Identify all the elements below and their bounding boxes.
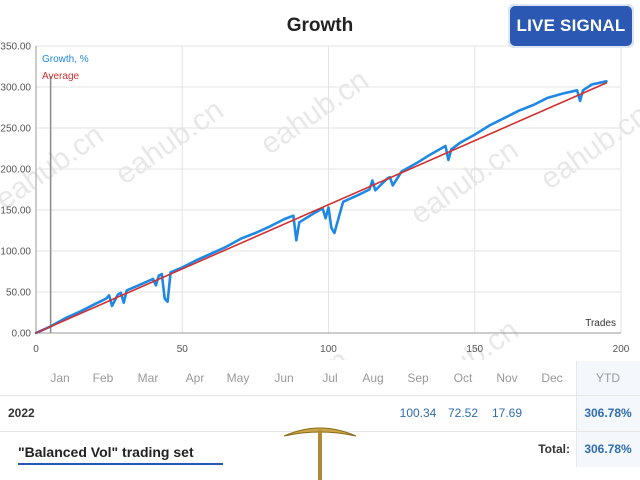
y-tick-label: 300.00 <box>0 83 31 94</box>
x-tick-label: 200 <box>613 344 630 355</box>
month-header-aug: Aug <box>362 371 384 385</box>
table-header-row: Jan Feb Mar Apr May Jun Jul Aug Sep Oct Nov Dec YTD <box>0 361 640 396</box>
x-tick-label: 150 <box>466 344 483 355</box>
month-header-jun: Jun <box>274 371 294 385</box>
live-signal-badge[interactable]: LIVE SIGNAL <box>508 4 634 48</box>
month-header-mar: Mar <box>137 371 159 385</box>
year-label: 2022 <box>8 406 35 420</box>
ytd-column <box>576 361 640 467</box>
ytd-value: 306.78% <box>584 406 632 420</box>
series-layer <box>34 80 608 335</box>
total-label: Total: <box>538 442 570 456</box>
watermark-text: eahub.cn <box>110 93 230 191</box>
month-header-may: May <box>226 371 250 385</box>
table-total-row: Total: 306.78% <box>0 431 640 467</box>
y-tick-label: 250.00 <box>0 124 31 135</box>
pickaxe-icon <box>283 427 357 480</box>
ytd-header: YTD <box>596 371 620 385</box>
month-value-feb <box>82 395 124 431</box>
month-value-apr <box>174 395 216 431</box>
monthly-returns-table: Jan Feb Mar Apr May Jun Jul Aug Sep Oct Nov Dec YTD … <box>0 361 640 480</box>
month-header-dec: Dec <box>541 371 563 385</box>
watermark-text: eahub.cn <box>255 63 375 161</box>
month-header-feb: Feb <box>92 371 114 385</box>
watermark-text: eahub.cn <box>535 98 640 196</box>
y-tick-label: 100.00 <box>0 247 31 258</box>
watermark-text: eahub.cn <box>405 133 525 231</box>
legend-growth: Growth, % <box>42 54 89 65</box>
month-value-jan <box>39 395 81 431</box>
x-axis-label: Trades <box>585 318 616 329</box>
month-value-nov: 17.69 <box>491 406 523 420</box>
y-tick-label: 0.00 <box>12 329 32 340</box>
month-header-nov: Nov <box>496 371 518 385</box>
month-header-jul: Jul <box>322 371 338 385</box>
month-header-jan: Jan <box>50 371 70 385</box>
month-value-dec <box>531 395 573 431</box>
month-value-may <box>217 395 259 431</box>
x-tick-label: 0 <box>33 344 39 355</box>
legend-average: Average <box>42 71 80 82</box>
x-tick-label: 50 <box>177 344 189 355</box>
total-value: 306.78% <box>584 442 632 456</box>
month-value-mar <box>127 395 169 431</box>
y-tick-label: 150.00 <box>0 206 31 217</box>
watermark-text: eahub.cn <box>405 313 525 360</box>
grid-lines <box>35 45 622 334</box>
month-value-oct: 72.52 <box>447 406 479 420</box>
caption-underline <box>18 463 223 465</box>
month-header-sep: Sep <box>407 371 429 385</box>
y-tick-label: 200.00 <box>0 165 31 176</box>
axes: 0.00 50.00 100.00 150.00 200.00 250.00 300.00 3… <box>0 42 629 356</box>
y-tick-label: 350.00 <box>0 42 31 53</box>
growth-series-line <box>34 80 608 335</box>
month-value-sep: 100.34 <box>399 406 437 420</box>
month-header-apr: Apr <box>185 371 205 385</box>
legend: Growth, % Average <box>42 54 89 82</box>
y-tick-label: 50.00 <box>6 288 31 299</box>
average-series-line <box>35 82 608 334</box>
month-header-oct: Oct <box>453 371 473 385</box>
x-tick-label: 100 <box>320 344 337 355</box>
chart-title: Growth <box>287 15 354 36</box>
trading-set-caption: "Balanced Vol" trading set <box>18 444 194 460</box>
live-signal-label: LIVE SIGNAL <box>516 16 626 35</box>
